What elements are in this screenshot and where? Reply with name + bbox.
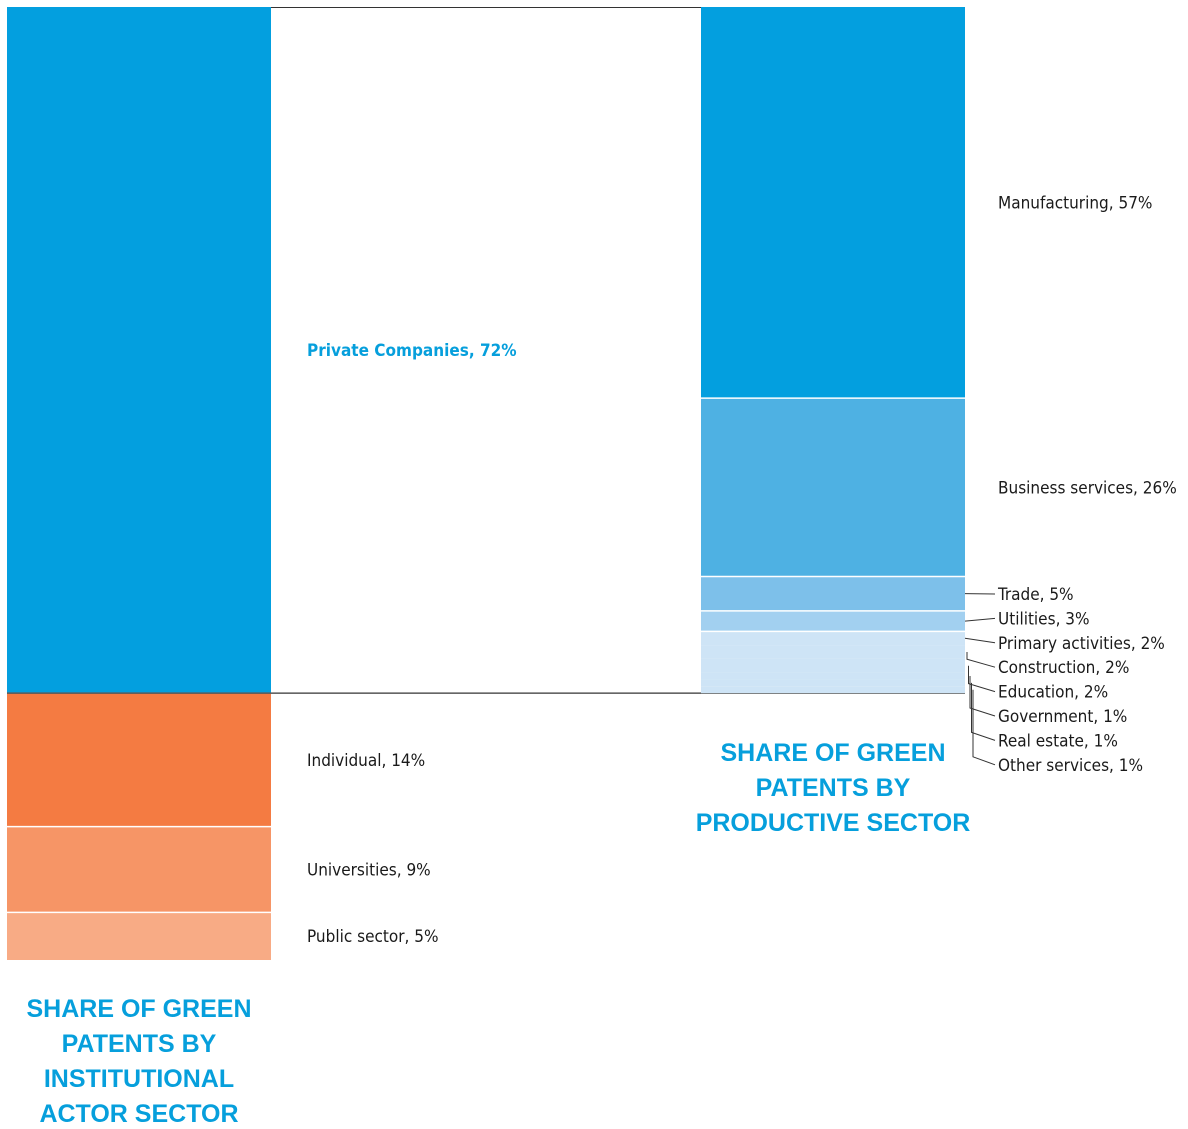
leader-line-primary-activities <box>965 638 995 643</box>
bar-segment-other-services <box>701 686 965 693</box>
bar-segment-primary-activities <box>701 631 965 645</box>
bar-segment-business-services <box>701 398 965 576</box>
leader-line-construction <box>967 652 995 667</box>
bar-segment-real-estate <box>701 679 965 686</box>
chart-title-institutional-line: INSTITUTIONAL <box>44 1065 234 1093</box>
chart-title-productive-line: PRODUCTIVE SECTOR <box>696 809 971 837</box>
leader-line-other-services <box>973 690 995 765</box>
bar-segment-education <box>701 659 965 673</box>
segment-label-primary-activities: Primary activities, 2% <box>998 634 1165 654</box>
chart-title-productive-line: PATENTS BY <box>756 774 911 802</box>
bar-segment-trade <box>701 577 965 611</box>
segment-label-education: Education, 2% <box>998 683 1108 703</box>
segment-label-universities: Universities, 9% <box>307 860 431 880</box>
segment-label-other-services: Other services, 1% <box>998 756 1143 776</box>
leader-line-education <box>969 666 996 692</box>
bar-segment-government <box>701 673 965 680</box>
segment-label-public-sector: Public sector, 5% <box>307 927 439 947</box>
segment-label-real-estate: Real estate, 1% <box>998 731 1118 751</box>
segment-label-government: Government, 1% <box>998 707 1127 727</box>
leader-line-real-estate <box>972 683 996 741</box>
segment-label-business-services: Business services, 26% <box>998 478 1177 498</box>
segment-label-construction: Construction, 2% <box>998 658 1129 678</box>
chart-title-institutional-line: SHARE OF GREEN <box>26 995 251 1023</box>
bar-segment-public-sector <box>7 912 271 960</box>
bar-segment-private-companies <box>7 7 271 693</box>
bar-segment-individual <box>7 693 271 826</box>
segment-label-private-companies: Private Companies, 72% <box>307 341 517 361</box>
chart-title-institutional-line: PATENTS BY <box>62 1030 217 1058</box>
bar-segment-manufacturing <box>701 7 965 398</box>
bar-segment-universities <box>7 827 271 913</box>
bar-segment-utilities <box>701 611 965 632</box>
segment-label-utilities: Utilities, 3% <box>998 609 1090 629</box>
segment-label-individual: Individual, 14% <box>307 751 425 771</box>
segment-label-manufacturing: Manufacturing, 57% <box>998 194 1152 214</box>
leader-line-utilities <box>965 618 995 621</box>
chart-title-productive-line: SHARE OF GREEN <box>720 739 945 767</box>
chart-title-institutional-line: ACTOR SECTOR <box>39 1100 238 1124</box>
leader-line-government <box>970 676 995 716</box>
segment-label-trade: Trade, 5% <box>997 585 1074 605</box>
bar-segment-construction <box>701 645 965 659</box>
